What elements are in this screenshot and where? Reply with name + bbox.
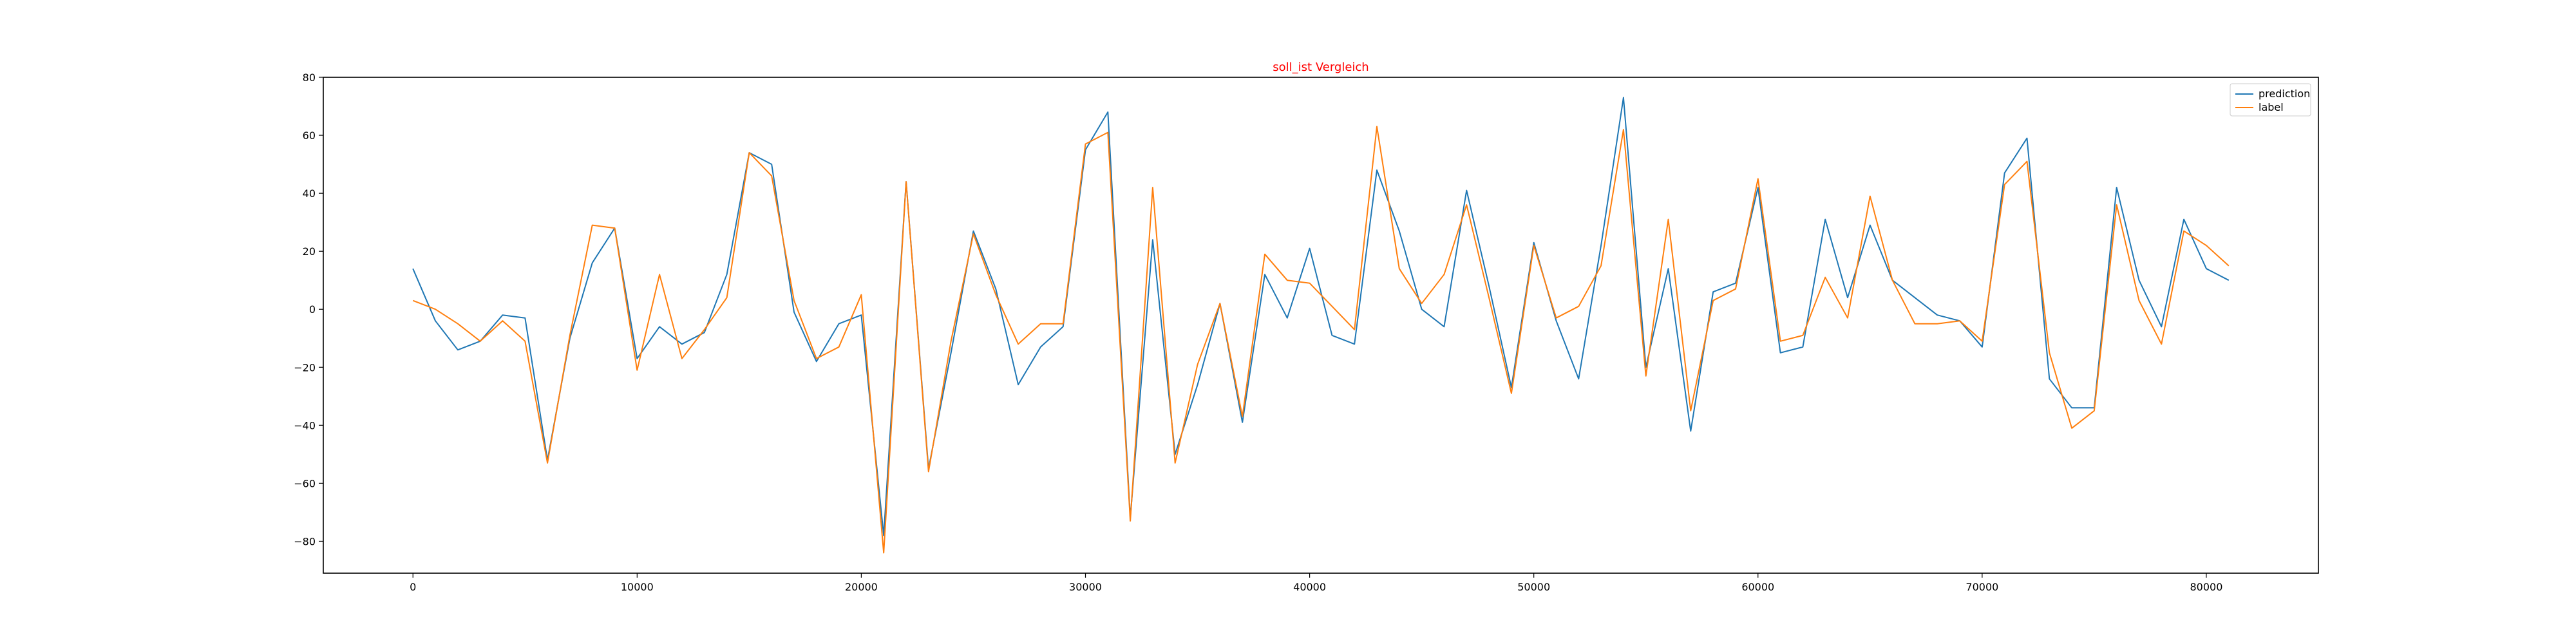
x-tick-label: 50000 (1517, 581, 1550, 593)
y-tick-label: 0 (309, 303, 316, 316)
axes: 0 10000 20000 30000 40000 50000 60000 70000 8000… (294, 71, 2319, 593)
y-tick-label: 20 (303, 245, 316, 258)
series-line-prediction (412, 97, 2230, 536)
series-line-label (412, 126, 2230, 554)
x-tick-label: 20000 (845, 581, 878, 593)
x-tick-label: 10000 (621, 581, 654, 593)
x-tick-label: 30000 (1069, 581, 1102, 593)
legend-label-prediction: prediction (2259, 88, 2310, 100)
y-tick-label: 80 (303, 71, 316, 84)
y-tick-label: −80 (294, 535, 316, 547)
y-tick-label: 60 (303, 129, 316, 142)
x-tick-label: 80000 (2190, 581, 2223, 593)
x-tick-label: 70000 (1965, 581, 1998, 593)
x-tick-label: 0 (410, 581, 416, 593)
y-tick-label: −20 (294, 361, 316, 374)
series-lines (412, 97, 2230, 554)
y-tick-label: −60 (294, 477, 316, 489)
legend-label-label: label (2259, 101, 2284, 113)
x-tick-label: 60000 (1741, 581, 1774, 593)
plot-frame (323, 77, 2319, 574)
chart-title: soll_ist Vergleich (1273, 61, 1368, 74)
y-tick-label: −40 (294, 419, 316, 431)
y-tick-label: 40 (303, 187, 316, 200)
x-tick-label: 40000 (1293, 581, 1326, 593)
